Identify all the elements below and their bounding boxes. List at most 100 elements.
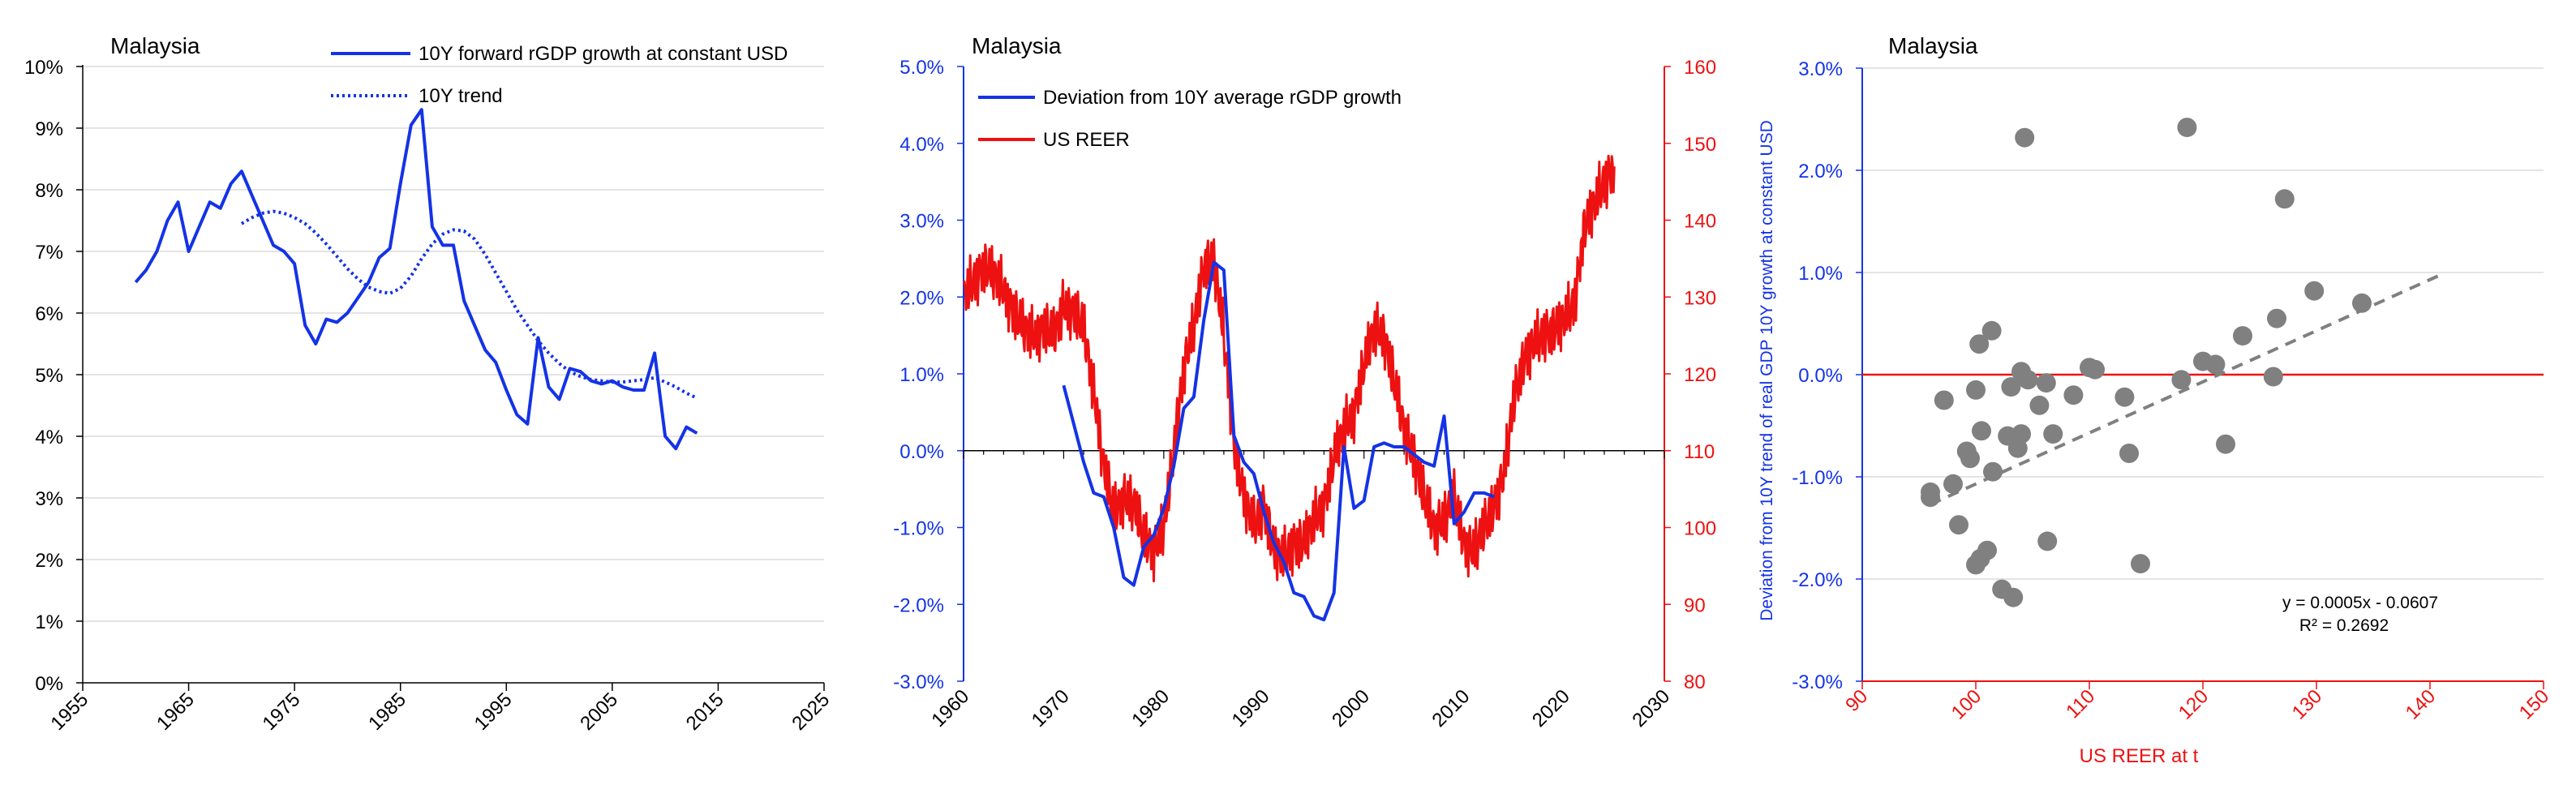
p3-point (2037, 531, 2058, 551)
p3-point (2233, 326, 2252, 346)
p3-point (2114, 387, 2135, 407)
p3-point (1960, 448, 1980, 469)
p3-x-tick-label: 90 (1841, 685, 1872, 716)
p2-tick-labels: -3.0% -2.0% -1.0% 0.0% 1.0% 2.0% 3.0% 4.0% 5.0% 8… (893, 57, 1716, 731)
p2-right-tick-label: 120 (1684, 364, 1716, 386)
p1-y-tick-label: 4% (35, 427, 63, 448)
p3-y-tick-label: -1.0% (1792, 467, 1843, 489)
p2-left-tick-label: 1.0% (899, 364, 944, 386)
p2-left-tick-label: 2.0% (899, 287, 944, 309)
p3-point (1943, 474, 1963, 494)
p1-y-tick-label: 9% (35, 118, 63, 140)
p3-x-axis-label: US REER at t (2080, 745, 2199, 767)
p3-trend-r2: R² = 0.2692 (2299, 616, 2389, 635)
p1-x-tick-label: 1975 (259, 688, 305, 735)
p2-x-tick-label: 2010 (1428, 685, 1475, 731)
p2-right-tick-label: 150 (1684, 134, 1716, 156)
p2-legend: Deviation from 10Y average rGDP growth U… (978, 87, 1402, 151)
p2-left-tick-label: 5.0% (899, 57, 944, 79)
p1-axes (76, 65, 825, 691)
p2-series-us-reer (962, 154, 1616, 583)
p1-series-forward-growth (134, 108, 698, 451)
p3-point (2263, 367, 2283, 387)
p3-point (2085, 359, 2105, 380)
p1-tick-labels: 0% 1% 2% 3% 4% 5% 6% 7% 8% 9% 10% 1955 1965 1975 1985 1… (24, 57, 834, 735)
p3-point (1977, 540, 1997, 560)
p1-y-tick-label: 6% (35, 303, 63, 325)
p3-y-tick-label: 3.0% (1798, 58, 1843, 80)
p2-right-tick-label: 90 (1684, 594, 1706, 616)
p1-y-tick-label: 2% (35, 550, 63, 572)
p3-point (2274, 189, 2295, 209)
p2-series (962, 154, 1616, 622)
p2-right-tick-label: 130 (1684, 287, 1716, 309)
p3-point (2216, 434, 2235, 454)
p1-x-tick-label: 2015 (682, 688, 728, 735)
p1-y-tick-label: 7% (35, 242, 63, 264)
p3-y-tick-label: 2.0% (1798, 161, 1843, 182)
p3-point (1934, 390, 1954, 410)
p2-x-tick-label: 1980 (1127, 685, 1174, 731)
p2-left-tick-label: 0.0% (899, 441, 944, 463)
p2-right-tick-label: 80 (1684, 671, 1706, 693)
p3-x-tick-label: 120 (2175, 685, 2213, 723)
panel-gdp-growth: 0% 1% 2% 3% 4% 5% 6% 7% 8% 9% 10% 1955 1965 1975 1985 1… (24, 33, 834, 735)
p3-point (2015, 127, 2035, 148)
p3-point (2003, 587, 2024, 607)
p3-point (2131, 554, 2150, 574)
p2-left-tick-label: -1.0% (893, 518, 944, 540)
p2-legend-label-reer: US REER (1043, 129, 1130, 151)
p3-marks (1921, 118, 2442, 607)
p3-point (2036, 373, 2056, 393)
p3-point (2205, 354, 2226, 375)
p3-y-tick-label: -2.0% (1792, 569, 1843, 591)
p3-y-tick-label: 0.0% (1798, 365, 1843, 387)
p3-point (2171, 370, 2192, 390)
p1-y-tick-label: 5% (35, 365, 63, 387)
p3-point (1966, 380, 1986, 400)
p3-point (2043, 424, 2063, 444)
p2-right-tick-label: 100 (1684, 518, 1716, 540)
p2-series-deviation (1062, 260, 1495, 622)
p2-title: Malaysia (972, 33, 1062, 58)
p1-y-tick-label: 10% (24, 57, 63, 79)
p3-y-axis-label: Deviation from 10Y trend of real GDP 10Y… (1758, 120, 1776, 621)
p1-y-tick-label: 8% (35, 180, 63, 202)
p3-point (1969, 334, 1990, 354)
p3-point (1921, 482, 1940, 502)
p1-x-tick-label: 1985 (364, 688, 410, 735)
p3-title: Malaysia (1888, 33, 1978, 58)
p3-point (2029, 395, 2050, 415)
p1-x-tick-label: 1955 (46, 688, 92, 735)
p2-x-tick-label: 1970 (1028, 685, 1074, 731)
p2-left-tick-label: -3.0% (893, 671, 944, 693)
p3-point (1972, 421, 1991, 441)
p3-point (2011, 424, 2031, 444)
p2-left-tick-label: 3.0% (899, 211, 944, 233)
p2-left-tick-label: -2.0% (893, 594, 944, 616)
p2-x-tick-label: 1990 (1228, 685, 1274, 731)
p1-series (134, 108, 698, 451)
p1-x-tick-label: 2025 (788, 688, 834, 735)
p2-right-tick-label: 140 (1684, 211, 1716, 233)
p1-x-tick-label: 1995 (470, 688, 517, 735)
p1-title: Malaysia (110, 33, 200, 58)
p3-point (2177, 118, 2197, 138)
p2-legend-label-deviation: Deviation from 10Y average rGDP growth (1043, 87, 1402, 109)
p3-x-tick-label: 150 (2515, 685, 2553, 723)
p2-axes (957, 66, 1671, 682)
p3-point (1949, 515, 1968, 535)
p3-x-tick-label: 140 (2402, 685, 2440, 723)
p3-point (1981, 320, 2002, 341)
p2-right-tick-label: 160 (1684, 57, 1716, 79)
p1-series-trend (240, 209, 698, 400)
p3-x-tick-label: 130 (2288, 685, 2326, 723)
p1-x-tick-label: 2005 (576, 688, 622, 735)
p3-x-tick-label: 100 (1947, 685, 1986, 723)
p3-axes (1856, 67, 2544, 689)
p2-x-tick-label: 2020 (1528, 685, 1574, 731)
panel-deviation-vs-reer: -3.0% -2.0% -1.0% 0.0% 1.0% 2.0% 3.0% 4.0% 5.0% 8… (893, 33, 1716, 731)
p3-point (2018, 370, 2038, 390)
p3-gridlines (1862, 67, 2544, 580)
p3-point (2001, 377, 2021, 397)
